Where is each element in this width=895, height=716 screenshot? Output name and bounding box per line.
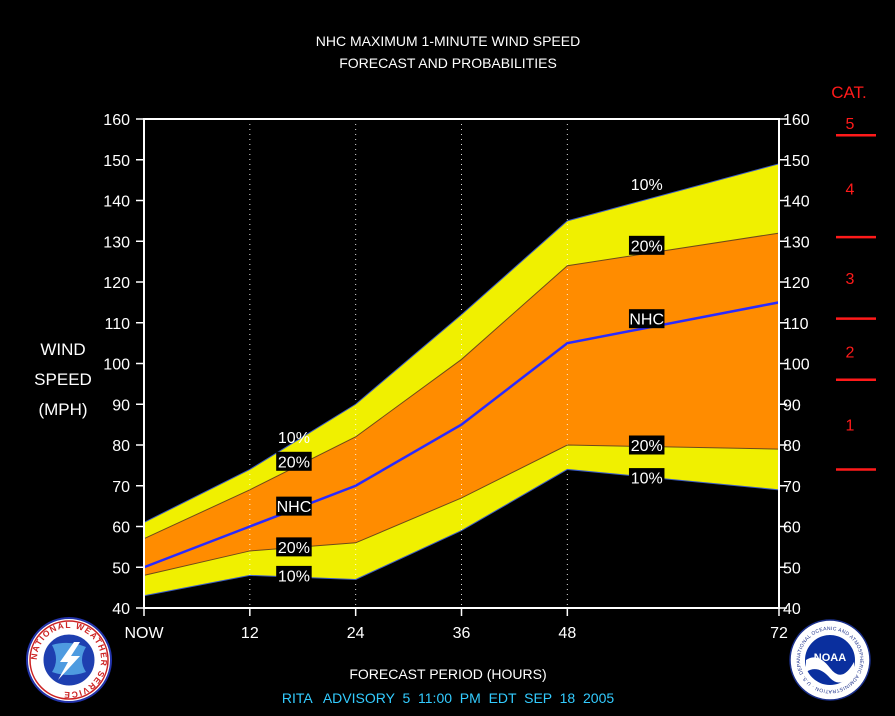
chart-subtitle: FORECAST AND PROBABILITIES [339,55,557,71]
series-label: 10% [631,177,663,194]
series-label-box [628,174,665,194]
y-tick-label-left: 110 [104,316,130,333]
y-tick-label-left: 80 [112,438,130,455]
y-tick-label-left: 40 [112,601,130,618]
series-label: 10% [631,471,663,488]
y-axis-label-line-3: (MPH) [38,400,87,419]
band-edge-10-1 [143,468,780,597]
nws-logo: NATIONAL WEATHER SERVICE [26,617,112,703]
series-label-box [628,235,665,255]
y-tick-label-left: 160 [103,112,130,129]
y-tick-label-right: 160 [783,112,810,129]
x-tick-label: 72 [770,625,788,642]
band-edge-lines [143,163,780,597]
y-tick-label-right: 100 [783,357,810,374]
y-tick-label-left: 140 [103,194,130,211]
series-label: 10% [278,430,310,447]
y-tick-label-left: 150 [103,153,130,170]
series-label: 20% [278,454,310,471]
series-label: 20% [631,238,663,255]
series-label: 20% [631,438,663,455]
y-tick-label-right: 80 [783,438,801,455]
x-axis: NOW 12 24 36 48 72 [124,608,788,642]
series-label: NHC [277,499,312,516]
category-label: 1 [846,418,855,435]
series-label-box [276,496,312,516]
y-tick-label-left: 50 [112,560,130,577]
y-tick-label-right: 90 [783,397,801,414]
y-tick-label-left: 90 [112,397,130,414]
series-label: 20% [278,540,310,557]
y-tick-label-right: 140 [783,194,810,211]
plot-area: 40 50 60 70 80 90 100 110 120 130 140 150 160 40 50 60… [103,112,810,642]
series-label-box [276,451,312,471]
noaa-logo-text: NOAA [814,652,846,664]
category-label: 4 [846,181,855,198]
y-axis-label-line-1: WIND [40,340,85,359]
y-tick-label-right: 130 [783,234,810,251]
nhc-forecast-line [143,301,780,569]
series-labels: 10% 20% NHC 20% 10% 10% 20% NHC 20% 10% [276,174,665,585]
y-tick-label-left: 130 [103,234,130,251]
category-label: 5 [846,116,855,133]
x-tick-label: NOW [124,625,164,642]
y-tick-label-right: 50 [783,560,801,577]
y-tick-label-right: 150 [783,153,810,170]
y-tick-label-left: 120 [103,275,130,292]
y-tick-label-right: 60 [783,520,801,537]
saffir-simpson-scale: CAT. 1 2 3 4 5 [831,83,876,471]
y-tick-label-right: 40 [783,601,801,618]
band-edge-10-0 [143,163,780,523]
x-tick-label: 48 [558,625,576,642]
series-label-box [276,565,312,585]
series-label: 10% [278,568,310,585]
series-label-box [628,435,665,455]
series-label-box [628,309,665,329]
series-label-box [276,537,312,557]
y-tick-label-right: 120 [783,275,810,292]
left-y-axis: 40 50 60 70 80 90 100 110 120 130 140 150 160 [103,112,144,618]
y-axis-label-line-2: SPEED [34,370,92,389]
y-tick-label-right: 110 [783,316,809,333]
y-tick-label-right: 70 [783,479,801,496]
category-label: 3 [846,271,855,288]
series-label: NHC [629,312,664,329]
chart-title: NHC MAXIMUM 1-MINUTE WIND SPEED [316,33,580,49]
category-label: 2 [846,344,855,361]
advisory-footer: RITA ADVISORY 5 11:00 PM EDT SEP 18 2005 [282,690,614,706]
category-title: CAT. [831,83,867,102]
y-tick-label-left: 70 [112,479,130,496]
y-tick-label-left: 60 [112,520,130,537]
x-tick-label: 36 [453,625,471,642]
x-tick-label: 12 [241,625,259,642]
series-label-box [628,468,665,488]
x-axis-label: FORECAST PERIOD (HOURS) [349,666,546,682]
right-y-axis: 40 50 60 70 80 90 100 110 120 130 140 150 160 [779,112,810,618]
x-tick-label: 24 [347,625,365,642]
band-edge-20-1 [143,444,780,576]
y-tick-label-left: 100 [103,357,130,374]
band-edge-20-0 [143,232,780,540]
